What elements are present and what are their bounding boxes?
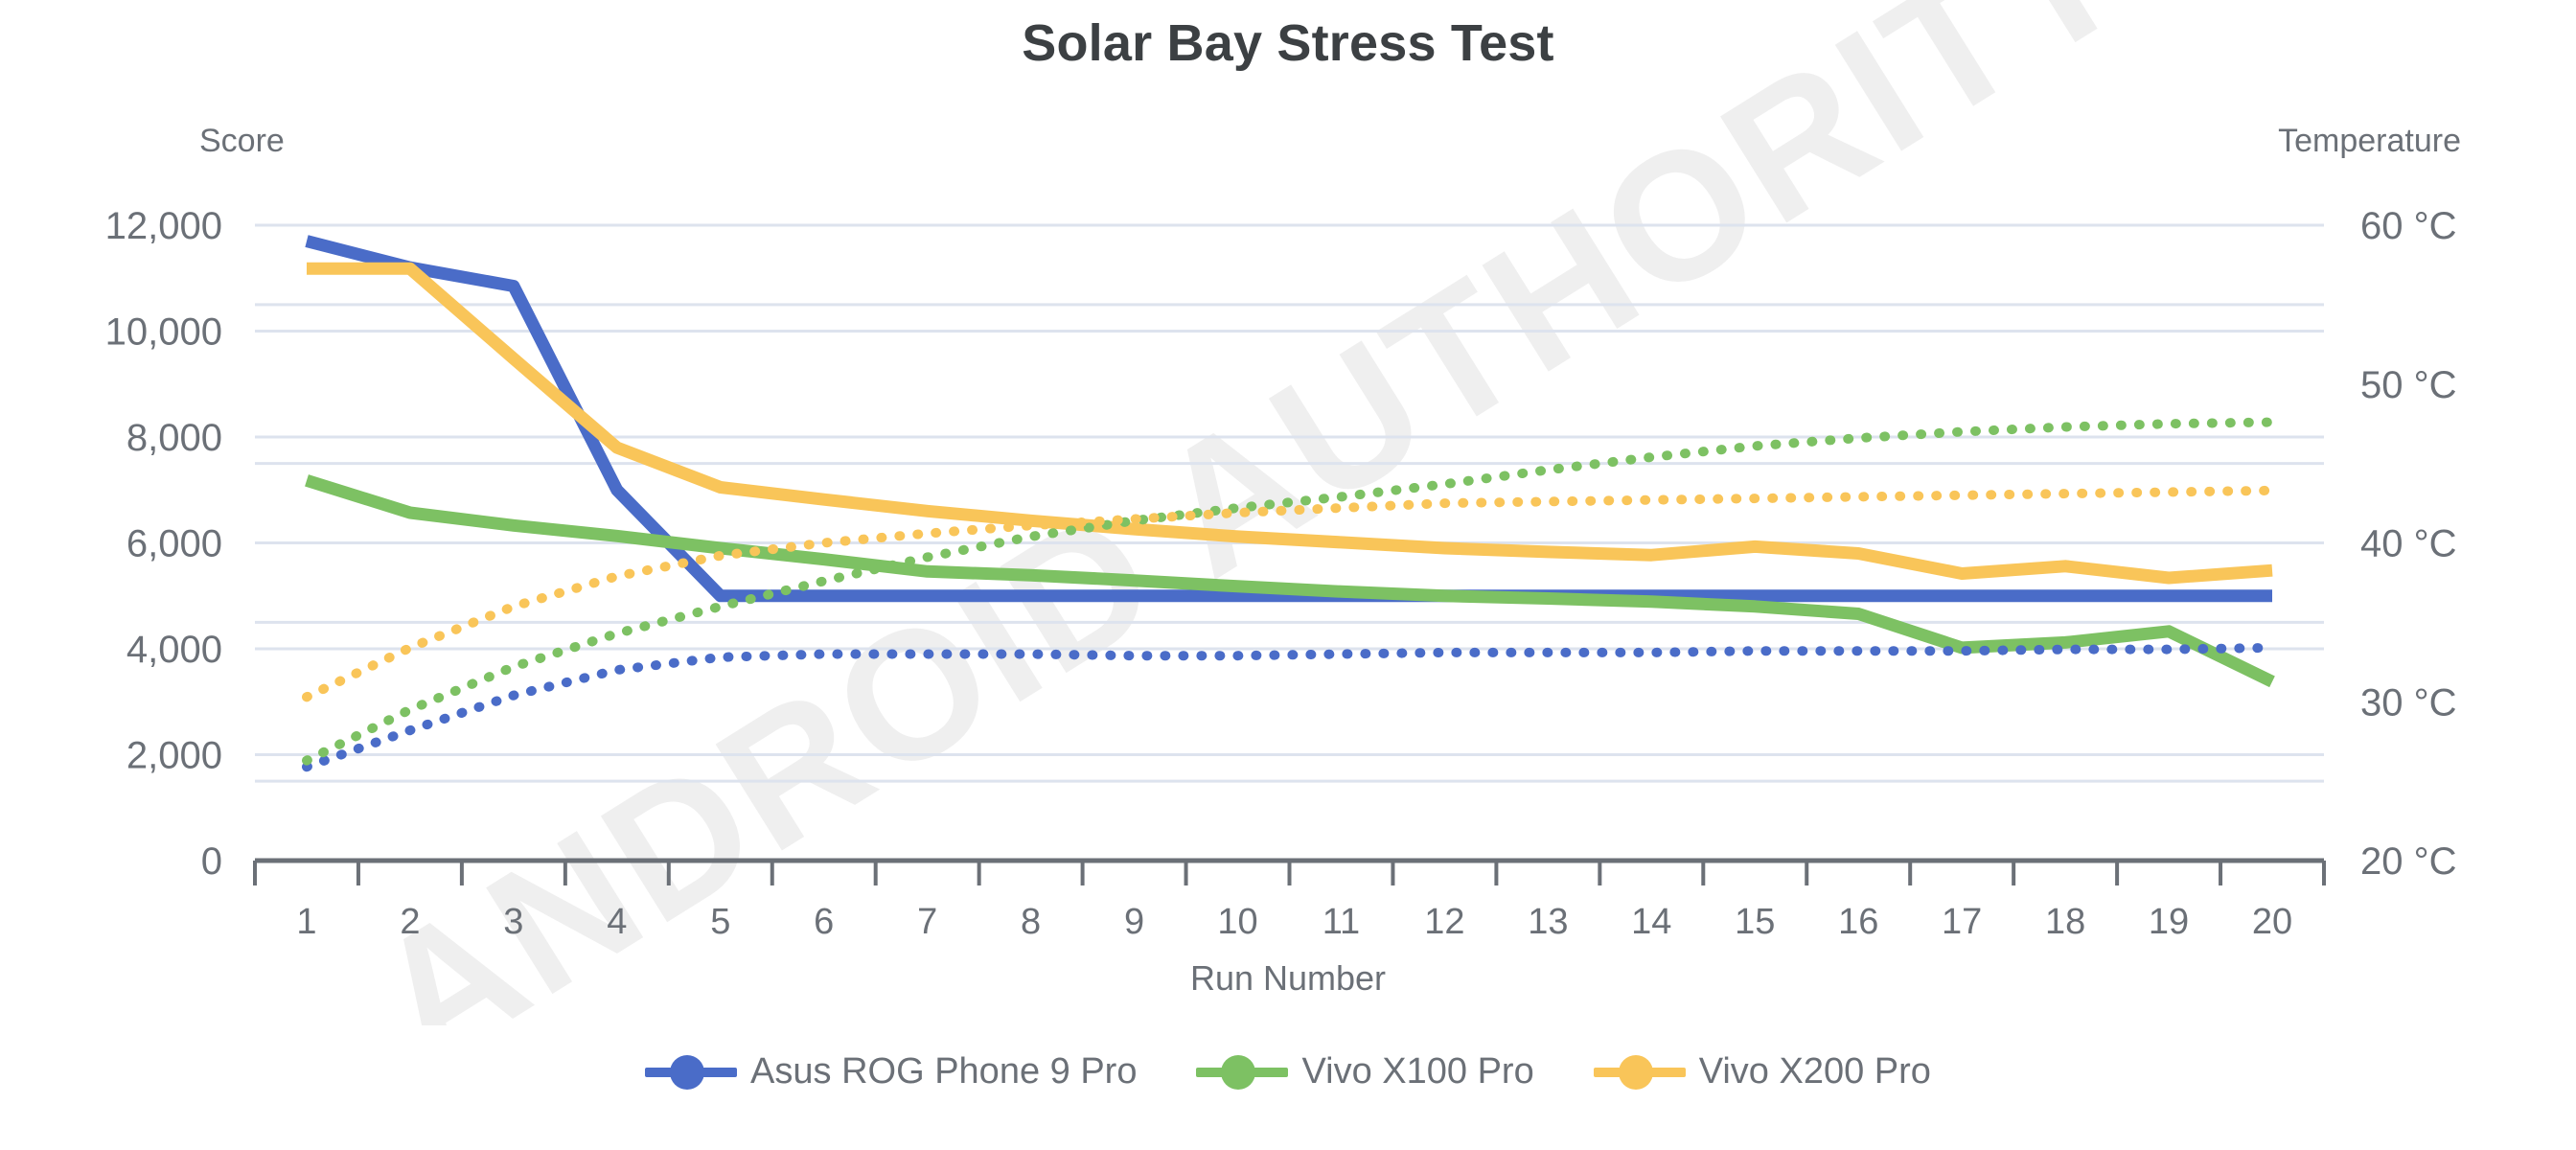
left-tick-label: 2,000	[126, 735, 222, 777]
x-tick-label: 9	[1124, 902, 1144, 942]
x-axis-title: Run Number	[1189, 958, 1387, 998]
x-tick-label: 4	[607, 902, 627, 942]
chart-title: Solar Bay Stress Test	[1022, 14, 1554, 72]
x-tick-label: 11	[1322, 902, 1360, 942]
legend-label: Asus ROG Phone 9 Pro	[750, 1050, 1138, 1092]
x-tick-label: 17	[1942, 902, 1982, 942]
series-line-0	[305, 235, 2272, 603]
series-line-1	[305, 474, 2275, 688]
series-group	[302, 235, 2277, 772]
right-tick-label: 40 °C	[2360, 523, 2457, 565]
x-tick-label: 13	[1528, 902, 1568, 942]
legend-label: Vivo X200 Pro	[1698, 1050, 1931, 1092]
legend-marker-icon	[1593, 1049, 1686, 1093]
chart-legend: Asus ROG Phone 9 Pro Vivo X100 Pro Vivo X2…	[0, 1049, 2576, 1093]
series-line-3	[302, 642, 2277, 772]
right-axis-ticks: 20 °C 30 °C 40 °C 50 °C 60 °C	[2360, 205, 2457, 883]
left-tick-label: 4,000	[126, 629, 222, 671]
x-tick-label: 20	[2252, 902, 2292, 942]
legend-marker-icon	[645, 1049, 738, 1093]
x-axis: 1 2 3 4 5 6 7 8 9 10 11 12 13 14 15 16 17 18 19 20	[253, 858, 2326, 942]
left-tick-label: 10,000	[105, 311, 222, 354]
x-tick-label: 19	[2149, 902, 2189, 942]
x-tick-label: 2	[400, 902, 420, 942]
series-line-2	[307, 262, 2273, 585]
right-tick-label: 30 °C	[2360, 681, 2457, 724]
right-tick-label: 20 °C	[2360, 840, 2457, 883]
legend-item-0[interactable]: Asus ROG Phone 9 Pro	[645, 1049, 1137, 1093]
series-line-4	[302, 417, 2277, 766]
x-tick-label: 10	[1217, 902, 1257, 942]
x-tick-label: 15	[1735, 902, 1775, 942]
right-tick-label: 60 °C	[2360, 205, 2457, 247]
right-tick-label: 50 °C	[2360, 364, 2457, 406]
x-tick-label: 18	[2045, 902, 2085, 942]
x-tick-label: 14	[1631, 902, 1671, 942]
right-axis-title: Temperature	[2278, 123, 2461, 159]
left-axis-title: Score	[199, 123, 285, 159]
series-line-5	[302, 485, 2277, 702]
x-tick-label: 8	[1021, 902, 1041, 942]
left-axis-ticks: 0 2,000 4,000 6,000 8,000 10,000 12,000	[105, 205, 222, 883]
x-tick-label: 7	[917, 902, 937, 942]
legend-label: Vivo X100 Pro	[1301, 1050, 1534, 1092]
legend-item-1[interactable]: Vivo X100 Pro	[1196, 1049, 1534, 1093]
x-tick-label: 3	[503, 902, 523, 942]
left-tick-label: 6,000	[126, 523, 222, 565]
x-tick-label: 6	[814, 902, 834, 942]
x-tick-label: 16	[1838, 902, 1878, 942]
x-tick-label: 1	[296, 902, 316, 942]
x-tick-label: 5	[710, 902, 730, 942]
left-tick-label: 8,000	[126, 417, 222, 459]
legend-marker-icon	[1196, 1049, 1289, 1093]
legend-item-2[interactable]: Vivo X200 Pro	[1593, 1049, 1931, 1093]
x-tick-label: 12	[1424, 902, 1464, 942]
left-tick-label: 0	[201, 840, 222, 883]
left-tick-label: 12,000	[105, 205, 222, 247]
